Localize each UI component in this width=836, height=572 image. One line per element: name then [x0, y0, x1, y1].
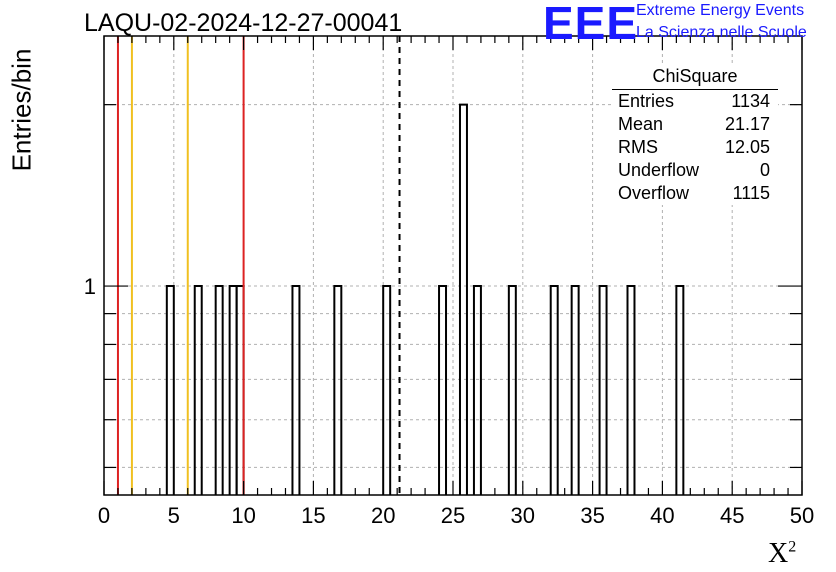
- x-tick-label: 0: [98, 503, 110, 528]
- stats-value: 21.17: [724, 114, 770, 134]
- y-axis-label: Entries/bin: [6, 48, 37, 172]
- stats-value: 1115: [732, 183, 770, 203]
- stats-title: ChiSquare: [612, 66, 778, 90]
- histogram-bin: [291, 285, 301, 495]
- histogram-bin: [165, 285, 175, 495]
- stats-label: Mean: [618, 114, 664, 134]
- x-axis-label: X2: [768, 538, 797, 569]
- histogram-bin: [458, 103, 468, 495]
- histogram-bin: [675, 285, 685, 495]
- x-tick-label: 10: [231, 503, 255, 528]
- stats-label: Overflow: [618, 183, 690, 203]
- stats-label: Underflow: [618, 160, 700, 180]
- logo-line-1: Extreme Energy Events: [636, 2, 805, 19]
- histogram-bin: [472, 285, 482, 495]
- x-tick-label: 15: [301, 503, 325, 528]
- histogram-bin: [626, 285, 636, 495]
- stats-row-entries: Entries 1134: [612, 90, 778, 113]
- x-tick-label: 30: [511, 503, 535, 528]
- histogram-bin: [193, 285, 203, 495]
- stats-label: Entries: [618, 91, 675, 111]
- stats-value: 1134: [731, 91, 770, 111]
- histogram-bin: [333, 285, 343, 495]
- x-tick-label: 45: [720, 503, 744, 528]
- x-tick-label: 50: [790, 503, 814, 528]
- stats-row-overflow: Overflow 1115: [612, 182, 778, 205]
- chart-title: LAQU-02-2024-12-27-00041: [84, 9, 403, 37]
- stats-row-rms: RMS 12.05: [612, 136, 778, 159]
- histogram-bin: [598, 285, 608, 495]
- histogram-bin: [382, 285, 392, 495]
- histogram-bin: [507, 285, 517, 495]
- logo-line-2: La Scienza nelle Scuole: [636, 24, 807, 41]
- x-tick-label: 25: [441, 503, 465, 528]
- histogram-bin: [570, 285, 580, 495]
- logo-mark: EEE: [543, 0, 639, 49]
- x-tick-label: 5: [168, 503, 180, 528]
- stats-box: ChiSquare Entries 1134 Mean 21.17 RMS 12…: [612, 66, 778, 205]
- stats-value: 0: [759, 160, 770, 180]
- histogram-bin: [235, 285, 245, 495]
- histogram-bin: [214, 285, 224, 495]
- x-tick-label: 40: [650, 503, 674, 528]
- x-tick-label: 35: [580, 503, 604, 528]
- y-tick-label: 1: [84, 274, 96, 299]
- stats-value: 12.05: [724, 137, 770, 157]
- stats-row-mean: Mean 21.17: [612, 113, 778, 136]
- histogram-bin: [228, 285, 238, 495]
- stats-label: RMS: [618, 137, 658, 157]
- stats-row-underflow: Underflow 0: [612, 159, 778, 182]
- x-tick-label: 20: [371, 503, 395, 528]
- histogram-bin: [438, 285, 448, 495]
- histogram-bin: [549, 285, 559, 495]
